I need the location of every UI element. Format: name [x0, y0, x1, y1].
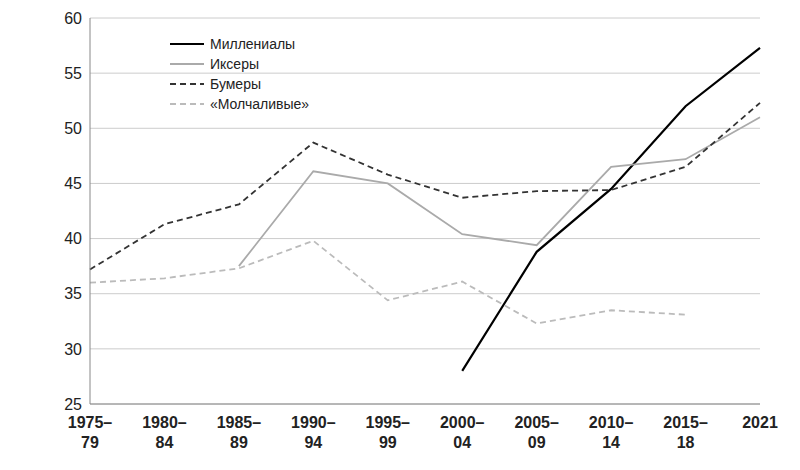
svg-text:89: 89: [230, 434, 248, 451]
html-text:Бумеры: Бумеры: [210, 76, 261, 92]
svg-text:79: 79: [81, 434, 99, 451]
svg-text:2005–: 2005–: [514, 414, 559, 431]
svg-text:1975–: 1975–: [68, 414, 113, 431]
svg-text:45: 45: [64, 175, 82, 192]
html-text:Иксеры: Иксеры: [210, 56, 259, 72]
svg-text:04: 04: [453, 434, 471, 451]
svg-text:1995–: 1995–: [366, 414, 411, 431]
svg-text:2000–: 2000–: [440, 414, 485, 431]
svg-text:25: 25: [64, 396, 82, 413]
svg-text:99: 99: [379, 434, 397, 451]
svg-text:1990–: 1990–: [291, 414, 336, 431]
svg-text:84: 84: [156, 434, 174, 451]
svg-text:18: 18: [677, 434, 695, 451]
svg-text:2015–: 2015–: [663, 414, 708, 431]
svg-text:1980–: 1980–: [142, 414, 187, 431]
svg-text:1985–: 1985–: [217, 414, 262, 431]
svg-text:30: 30: [64, 341, 82, 358]
html-text:«Молчаливые»: «Молчаливые»: [210, 96, 310, 112]
svg-text:35: 35: [64, 285, 82, 302]
svg-text:14: 14: [602, 434, 620, 451]
svg-text:50: 50: [64, 120, 82, 137]
html-text:Миллениалы: Миллениалы: [210, 36, 296, 52]
svg-text:60: 60: [64, 10, 82, 27]
svg-text:40: 40: [64, 230, 82, 247]
svg-text:94: 94: [304, 434, 322, 451]
svg-text:2010–: 2010–: [589, 414, 634, 431]
svg-text:55: 55: [64, 65, 82, 82]
svg-text:09: 09: [528, 434, 546, 451]
svg-text:2021: 2021: [742, 414, 778, 431]
